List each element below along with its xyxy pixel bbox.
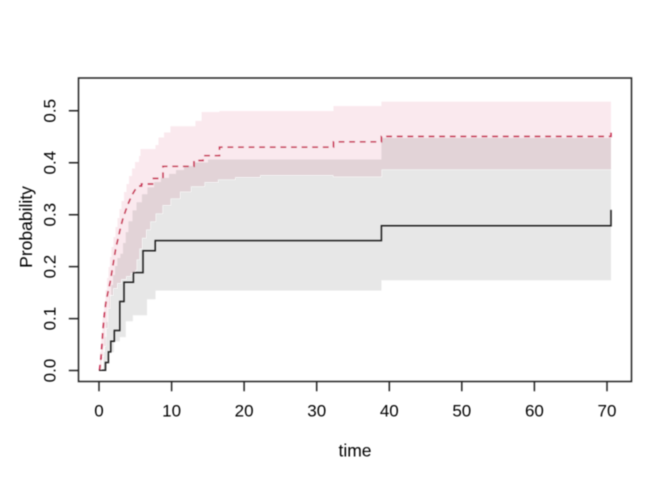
svg-text:30: 30 [307,402,326,421]
svg-text:40: 40 [380,402,399,421]
svg-text:Probability: Probability [16,186,36,268]
svg-text:50: 50 [452,402,471,421]
svg-text:0.4: 0.4 [41,151,60,175]
svg-text:70: 70 [598,402,617,421]
svg-text:0: 0 [94,402,103,421]
svg-text:0.5: 0.5 [41,99,60,123]
svg-text:60: 60 [525,402,544,421]
svg-text:0.0: 0.0 [41,359,60,383]
svg-text:20: 20 [235,402,254,421]
svg-text:0.1: 0.1 [41,307,60,331]
svg-text:10: 10 [162,402,181,421]
svg-text:time: time [338,441,371,461]
svg-text:0.3: 0.3 [41,203,60,227]
svg-text:0.2: 0.2 [41,255,60,279]
